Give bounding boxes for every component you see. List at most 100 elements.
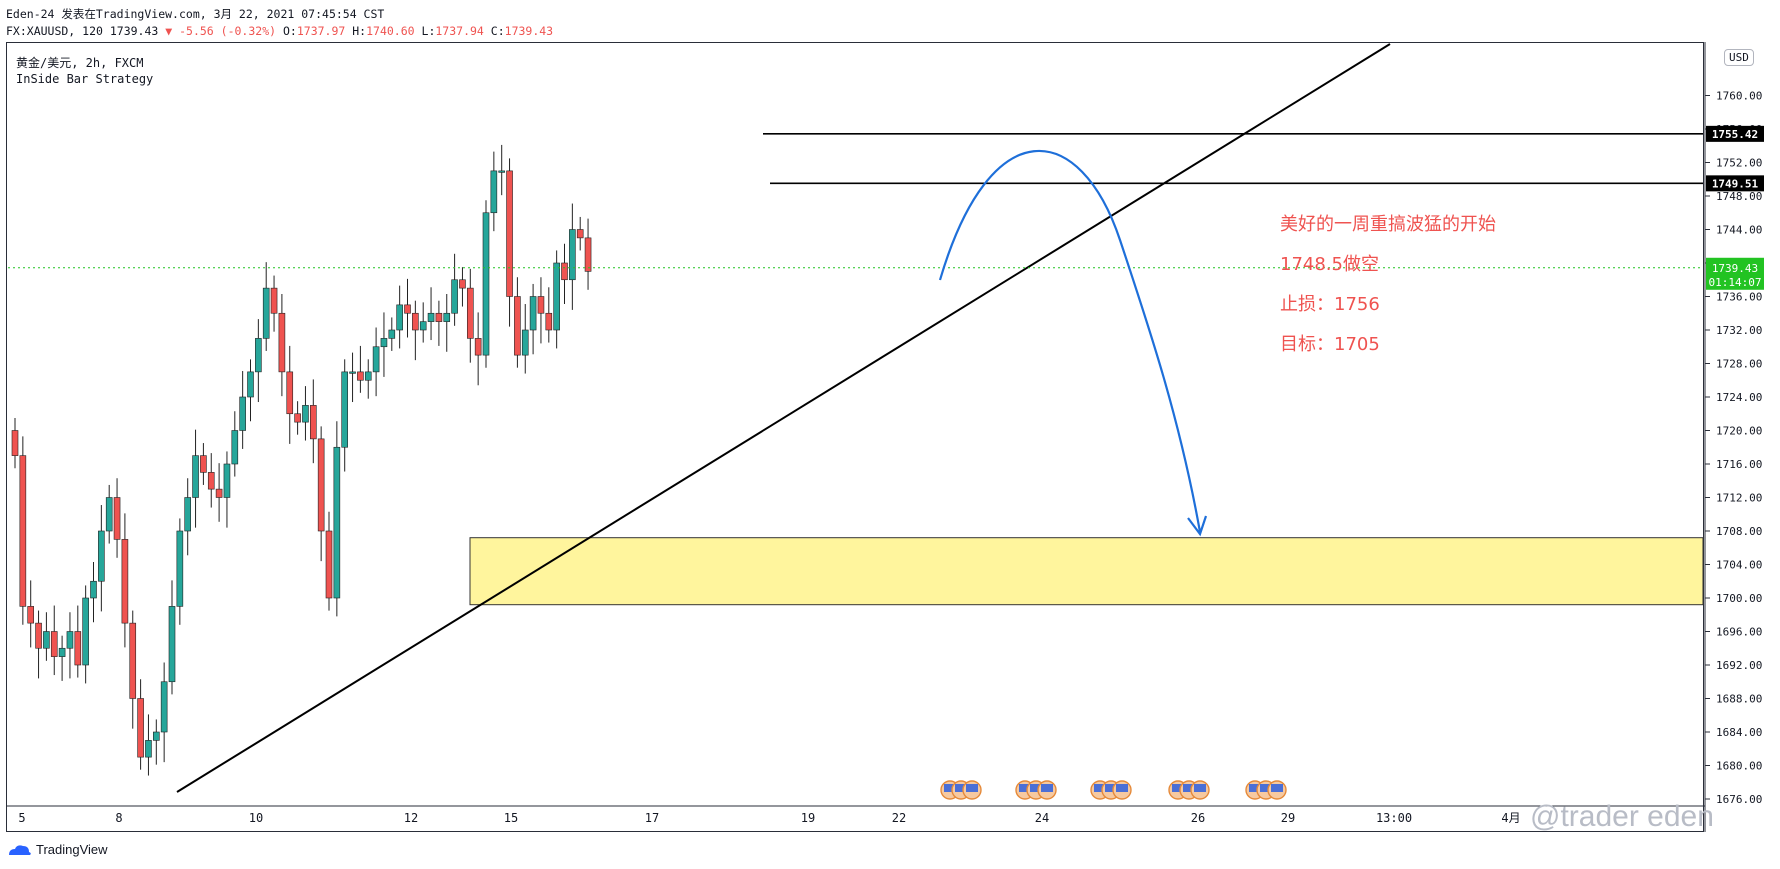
candle <box>121 513 129 648</box>
candle <box>215 463 223 522</box>
demand-zone <box>469 537 1704 606</box>
event-flag[interactable] <box>1015 780 1057 800</box>
candle <box>113 478 121 558</box>
svg-text:1755.42: 1755.42 <box>1712 128 1758 141</box>
candle <box>105 484 113 544</box>
candle <box>270 275 278 332</box>
x-tick-label: 29 <box>1281 811 1295 825</box>
candle <box>294 401 301 435</box>
candle <box>404 278 411 338</box>
strategy-legend: InSide Bar Strategy <box>16 72 154 86</box>
candle <box>459 267 466 307</box>
y-tick-label: 1712.00 <box>1716 492 1762 505</box>
candle <box>443 293 451 352</box>
candle <box>11 417 19 469</box>
projection-arrow <box>938 150 1202 533</box>
publish-line: Eden-24 发表在TradingView.com, 3月 22, 2021 … <box>6 7 385 21</box>
candle <box>396 285 403 349</box>
economic-events[interactable] <box>940 780 1287 800</box>
y-tick-label: 1676.00 <box>1716 793 1762 806</box>
low-label: L: <box>421 24 436 38</box>
y-tick-label: 1684.00 <box>1716 726 1762 739</box>
candle <box>498 144 506 196</box>
svg-text:01:14:07: 01:14:07 <box>1709 276 1762 289</box>
y-tick-label: 1720.00 <box>1716 425 1762 438</box>
candle <box>58 635 66 681</box>
candle <box>545 287 553 343</box>
close-value: 1739.43 <box>504 24 554 38</box>
price-tag: 1755.42 <box>1706 125 1764 142</box>
change-value: ▼ -5.56 (-0.32%) <box>165 24 277 38</box>
annotation-line-1: 美好的一周重搞波猛的开始 <box>1280 214 1496 235</box>
candle <box>176 518 184 625</box>
candle <box>584 218 592 290</box>
candle <box>255 319 262 403</box>
y-tick-label: 1744.00 <box>1716 224 1762 237</box>
candle <box>207 453 215 508</box>
candle <box>129 610 137 729</box>
candle <box>506 158 513 327</box>
candle <box>490 151 498 232</box>
x-tick-label: 19 <box>801 811 815 825</box>
candle <box>168 580 176 695</box>
candle <box>576 216 584 251</box>
y-tick-label: 1700.00 <box>1716 592 1762 605</box>
candle <box>43 612 50 661</box>
candle <box>482 200 490 368</box>
annotation-line-3: 止损：1756 <box>1280 294 1380 315</box>
candle <box>200 443 207 485</box>
candle <box>223 451 231 528</box>
instrument-legend: 黄金/美元, 2h, FXCM <box>16 56 144 70</box>
event-flag[interactable] <box>1245 780 1287 800</box>
event-flag[interactable] <box>1090 780 1132 800</box>
candle <box>451 253 458 326</box>
candle <box>262 262 270 351</box>
event-flag[interactable] <box>1168 780 1210 800</box>
candle <box>474 312 482 386</box>
candle <box>153 719 160 765</box>
candle <box>192 429 199 528</box>
candle <box>286 345 294 444</box>
time-axis[interactable]: 5 8 10 12 15 17 19 22 24 26 29 13:00 4月 <box>18 811 1520 825</box>
chart-frame[interactable] <box>6 42 1704 832</box>
candle <box>372 327 380 397</box>
candle <box>333 421 341 617</box>
x-tick-label: 26 <box>1191 811 1205 825</box>
y-tick-label: 1752.00 <box>1716 157 1762 170</box>
candle <box>137 679 144 770</box>
annotation-line-4: 目标：1705 <box>1280 334 1380 355</box>
ohlc-line: FX:XAUUSD, 120 1739.43 ▼ -5.56 (-0.32%) … <box>6 24 553 38</box>
symbol-prefix: FX:XAUUSD, 120 1739.43 <box>6 24 159 38</box>
event-flag[interactable] <box>940 780 982 800</box>
candle <box>27 580 35 648</box>
candle <box>19 436 27 625</box>
arrow-head <box>1187 515 1208 537</box>
candle <box>184 478 191 556</box>
candle <box>349 352 356 403</box>
tradingview-logo[interactable]: TradingView <box>6 842 108 857</box>
candle <box>231 411 239 477</box>
x-tick-label: 17 <box>645 811 659 825</box>
candle <box>435 300 443 346</box>
svg-text:1749.51: 1749.51 <box>1712 177 1759 190</box>
y-tick-label: 1724.00 <box>1716 391 1762 404</box>
candle <box>309 379 317 464</box>
x-tick-label: 4月 <box>1501 811 1520 825</box>
price-axis[interactable]: 1676.00 1680.00 1684.00 1688.00 1692.00 1696.… <box>1705 90 1762 807</box>
currency-badge[interactable]: USD <box>1724 49 1754 66</box>
x-tick-label: 12 <box>404 811 418 825</box>
author-watermark: @trader eden <box>1530 800 1714 833</box>
x-tick-label: 8 <box>115 811 122 825</box>
high-value: 1740.60 <box>366 24 415 38</box>
x-tick-label: 22 <box>892 811 906 825</box>
x-tick-label: 5 <box>18 811 25 825</box>
candle <box>317 426 325 562</box>
y-tick-label: 1692.00 <box>1716 659 1762 672</box>
candle <box>521 304 529 374</box>
open-value: 1737.97 <box>296 24 346 38</box>
price-tag: 1749.51 <box>1706 175 1764 192</box>
annotation-line-2: 1748.5做空 <box>1280 254 1379 275</box>
candle <box>561 243 568 305</box>
